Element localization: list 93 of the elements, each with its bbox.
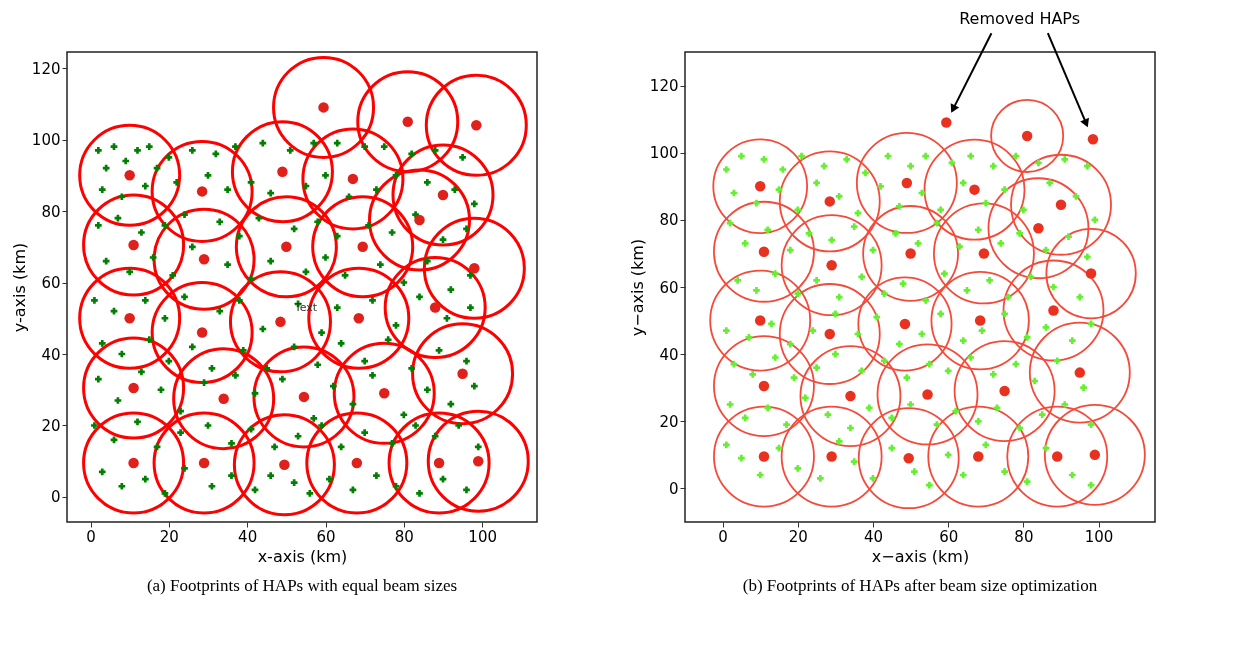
- x-tick-label: 40: [863, 527, 884, 546]
- point: [379, 388, 390, 399]
- point: [1033, 223, 1044, 234]
- point: [357, 241, 368, 253]
- x-tick-label: 100: [1084, 527, 1114, 546]
- point: [941, 117, 952, 128]
- point: [433, 457, 445, 469]
- point: [457, 368, 468, 379]
- point: [754, 181, 766, 192]
- point: [922, 389, 933, 400]
- point: [999, 385, 1010, 397]
- point: [277, 166, 288, 177]
- x-tick-label: 100: [468, 527, 497, 546]
- point: [429, 302, 441, 313]
- point: [469, 263, 480, 274]
- x-tick-label: 20: [159, 527, 179, 546]
- point: [402, 116, 413, 127]
- point: [1074, 367, 1086, 378]
- text: Removed HAPs: [959, 9, 1081, 29]
- point: [124, 313, 135, 324]
- point: [281, 241, 292, 253]
- y-tick-label: 60: [659, 278, 679, 297]
- y-tick-label: 120: [649, 77, 679, 96]
- point: [1021, 130, 1033, 142]
- y-tick-label: 100: [31, 131, 61, 150]
- x-axis-title: x−axis (km): [871, 546, 970, 566]
- point: [1085, 268, 1097, 279]
- point: [1055, 199, 1067, 210]
- point: [124, 170, 135, 181]
- x-tick-label: 80: [1014, 527, 1034, 546]
- point: [758, 246, 770, 257]
- x-tick-label: 0: [86, 527, 96, 546]
- point: [978, 248, 990, 259]
- point: [899, 318, 911, 330]
- point: [318, 102, 329, 113]
- point: [826, 259, 837, 271]
- y-tick-label: 120: [31, 59, 61, 78]
- point: [758, 451, 770, 462]
- point: [1087, 134, 1099, 145]
- text: (b) Footprints of HAPs after beam size optimization: [742, 576, 1098, 595]
- y-tick-label: 40: [41, 345, 61, 364]
- x-tick-label: 80: [394, 527, 414, 546]
- x-axis-title: x-axis (km): [257, 546, 348, 566]
- point: [1089, 449, 1101, 461]
- point: [128, 457, 139, 469]
- y-tick-label: 40: [659, 345, 679, 364]
- y-tick-label: 20: [659, 412, 679, 431]
- point: [353, 313, 365, 324]
- y-tick-label: 100: [649, 144, 679, 163]
- point: [275, 316, 286, 328]
- point: [974, 315, 986, 326]
- point: [901, 177, 913, 189]
- y-tick-label: 60: [41, 274, 61, 293]
- point: [347, 173, 359, 185]
- point: [969, 184, 980, 195]
- point: [198, 457, 210, 469]
- point: [1052, 451, 1063, 462]
- point: [198, 254, 210, 265]
- text: (a) Footprints of HAPs with equal beam sizes: [146, 576, 458, 595]
- y-tick-label: 20: [41, 417, 61, 435]
- x-tick-label: 20: [788, 527, 808, 546]
- point: [196, 327, 208, 338]
- point: [218, 393, 229, 404]
- y-tick-label: 80: [41, 202, 61, 221]
- point: [351, 457, 363, 469]
- y-tick-label: 0: [50, 488, 61, 507]
- point: [471, 120, 482, 131]
- point: [824, 328, 835, 340]
- point: [826, 451, 837, 462]
- point: [973, 451, 984, 462]
- point: [196, 186, 208, 197]
- point: [903, 452, 914, 464]
- x-tick-label: 60: [316, 527, 336, 546]
- point: [754, 315, 766, 326]
- y-tick-label: 80: [659, 211, 679, 230]
- x-tick-label: 40: [238, 527, 258, 546]
- y-axis-title: y-axis (km): [9, 242, 29, 333]
- point: [128, 239, 139, 251]
- y-axis-title: y−axis (km): [627, 238, 647, 337]
- y-tick-label: 0: [668, 479, 679, 498]
- point: [128, 382, 139, 394]
- point: [473, 456, 484, 467]
- point: [845, 390, 856, 402]
- point: [437, 189, 449, 201]
- point: [758, 380, 770, 392]
- point: [1048, 305, 1059, 316]
- point: [298, 391, 310, 403]
- point: [824, 196, 835, 207]
- x-tick-label: 60: [939, 527, 959, 546]
- point: [414, 214, 425, 226]
- point: [905, 248, 916, 259]
- x-tick-label: 0: [718, 527, 728, 546]
- point: [279, 459, 290, 471]
